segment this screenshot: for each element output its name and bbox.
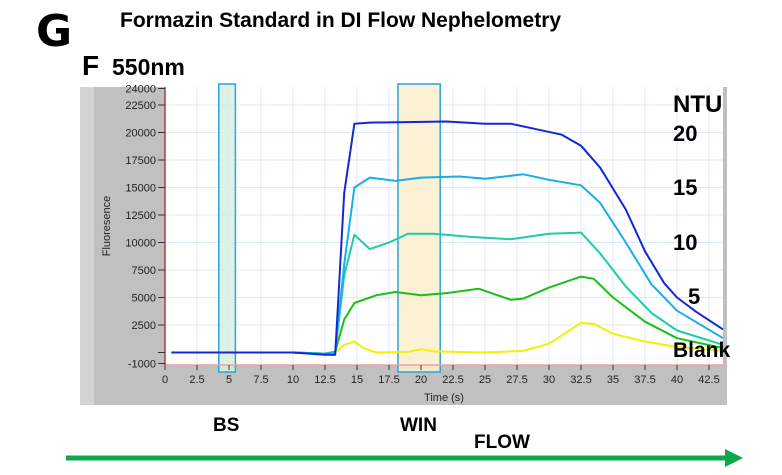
x-tick-label: 27.5 <box>506 374 527 386</box>
x-tick-label: 40 <box>671 374 683 386</box>
bands <box>218 83 441 373</box>
chart-title: Formazin Standard in DI Flow Nephelometr… <box>120 9 562 32</box>
x-tick-label: 25 <box>479 374 491 386</box>
x-tick-label: 12.5 <box>314 374 335 386</box>
y-tick-label: 10000 <box>125 238 156 250</box>
win-label: WIN <box>400 415 437 436</box>
y-axis-label: Fluoresence <box>101 196 113 257</box>
y-tick-label: 15000 <box>125 183 156 195</box>
series-line-blank <box>171 321 724 355</box>
y-tick-label: 22500 <box>125 100 156 112</box>
x-tick-label: 7.5 <box>253 374 268 386</box>
subplot-letter: F <box>82 50 100 81</box>
x-tick-label: 37.5 <box>634 374 655 386</box>
y-tick-label: -1000 <box>128 359 156 371</box>
flow-arrow-head-icon <box>725 449 743 467</box>
series-line-20 <box>171 120 724 356</box>
ntu-header: NTU <box>673 91 723 118</box>
series-group <box>171 120 724 356</box>
y-tick-label: 5000 <box>132 293 156 305</box>
wavelength-label: 550nm <box>112 54 185 80</box>
y-tick-label: 2500 <box>132 320 156 332</box>
band-win <box>397 83 441 373</box>
legend-15: 15 <box>673 175 698 200</box>
y-tick-label: 20000 <box>125 128 156 140</box>
legend-20: 20 <box>673 121 698 146</box>
x-tick-label: 10 <box>287 374 299 386</box>
y-tick-label: 12500 <box>125 210 156 222</box>
legend-5: 5 <box>688 284 701 309</box>
y-tick-label: 17500 <box>125 155 156 167</box>
legend-10: 10 <box>673 230 698 255</box>
y-ticks: -1000 2500 5000 7500 10000 12500 15000 17500 200… <box>125 84 165 371</box>
x-tick-label: 5 <box>226 374 232 386</box>
panel-letter: G <box>36 6 73 57</box>
x-tick-label: 2.5 <box>189 374 204 386</box>
x-tick-label: 0 <box>162 374 168 386</box>
x-tick-label: 22.5 <box>442 374 463 386</box>
x-tick-label: 17.5 <box>378 374 399 386</box>
chart-frame-edge <box>80 87 94 405</box>
band-bs <box>218 83 237 373</box>
legend-blank: Blank <box>673 339 731 362</box>
x-tick-label: 35 <box>607 374 619 386</box>
y-tick-label: 7500 <box>132 265 156 277</box>
plot-area <box>165 87 723 365</box>
flow-label: FLOW <box>474 432 530 453</box>
x-tick-label: 15 <box>351 374 363 386</box>
x-ticks: 0 2.5 5 7.5 10 12.5 15 17.5 20 22.5 25 27.5 30 32.5 35… <box>162 365 720 386</box>
x-tick-label: 42.5 <box>698 374 719 386</box>
y-tick-label: 24000 <box>125 84 156 96</box>
x-tick-label: 32.5 <box>570 374 591 386</box>
x-axis-label: Time (s) <box>424 392 464 404</box>
x-tick-label: 30 <box>543 374 555 386</box>
bs-label: BS <box>213 415 240 436</box>
x-tick-label: 20 <box>415 374 427 386</box>
